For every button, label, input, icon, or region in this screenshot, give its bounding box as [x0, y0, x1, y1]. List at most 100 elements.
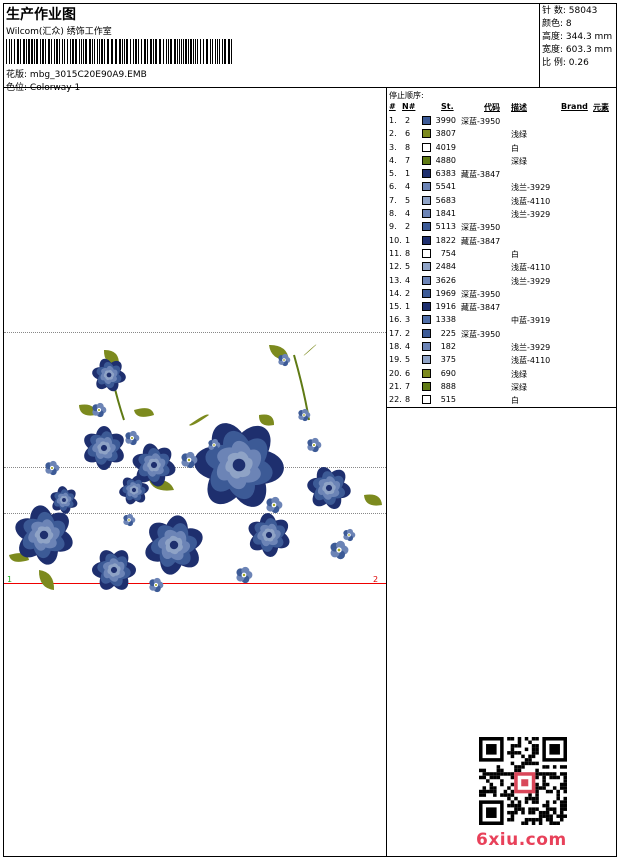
row-stitches: 690 — [440, 368, 456, 378]
row-needle: 2 — [405, 288, 411, 298]
row-needle: 5 — [405, 262, 411, 272]
row-needle: 6 — [405, 129, 411, 139]
sequence-row: 8. 4 1841 浅兰-3929 — [389, 208, 617, 221]
row-code: 藏蓝-3847 — [461, 303, 501, 313]
row-needle: 6 — [405, 368, 411, 378]
row-code: 藏蓝-3847 — [461, 170, 501, 180]
row-description: 白 — [511, 249, 519, 259]
color-swatch — [422, 155, 431, 165]
row-needle: 8 — [405, 142, 411, 152]
row-index: 12. — [389, 262, 402, 272]
row-description: 浅蓝-4110 — [511, 196, 551, 206]
row-index: 6. — [389, 182, 397, 192]
sequence-row: 15. 1 1916 藏蓝-3847 — [389, 301, 617, 314]
col-header-stitches: St. — [441, 102, 454, 111]
row-description: 浅蓝-4110 — [511, 263, 551, 273]
worksheet-frame — [3, 3, 617, 857]
col-header-description: 描述 — [511, 103, 527, 112]
col-header-element: 元素 — [593, 103, 609, 112]
stop-sequence-table: 1. 2 3990 深蓝-3950 2. 6 3807 浅绿 3. 8 4019 白 4. 7 4880 深绿… — [389, 115, 617, 408]
colorway-value: Colorway 1 — [29, 83, 81, 93]
qr-code-icon — [479, 737, 567, 825]
colorway-line: 色位: Colorway 1 — [6, 80, 80, 93]
color-swatch — [422, 116, 431, 125]
row-index: 20. — [389, 368, 402, 378]
stop-sequence-title: 停止顺序: — [389, 91, 424, 100]
row-needle: 2 — [405, 222, 411, 232]
row-needle: 7 — [405, 155, 411, 165]
row-description: 浅蓝-4110 — [511, 356, 551, 366]
row-index: 22. — [389, 395, 402, 405]
row-stitches: 754 — [440, 248, 456, 258]
row-stitches: 6383 — [435, 169, 456, 179]
color-swatch — [422, 222, 431, 232]
sequence-row: 20. 6 690 浅绿 — [389, 368, 617, 381]
row-stitches: 1969 — [435, 288, 456, 298]
row-stitches: 4019 — [435, 142, 456, 152]
company-name: Wilcom(汇众) 绣饰工作室 — [6, 27, 112, 37]
color-swatch — [422, 195, 431, 205]
color-swatch — [422, 315, 431, 325]
color-swatch — [422, 262, 431, 272]
row-stitches: 5541 — [435, 182, 456, 192]
row-description: 深绿 — [511, 156, 527, 166]
sequence-row: 11. 8 754 白 — [389, 248, 617, 261]
row-index: 14. — [389, 288, 402, 298]
row-description: 浅兰-3929 — [511, 210, 551, 220]
sequence-row: 19. 5 375 浅蓝-4110 — [389, 354, 617, 367]
color-swatch — [422, 302, 431, 312]
stat-row: 宽度: 603.3 mm — [542, 45, 613, 55]
row-index: 8. — [389, 209, 397, 219]
color-swatch — [422, 355, 431, 365]
sequence-row: 1. 2 3990 深蓝-3950 — [389, 115, 617, 128]
watermark-logo: 6xiu.com — [476, 830, 567, 850]
row-index: 5. — [389, 169, 397, 179]
row-stitches: 182 — [440, 342, 456, 352]
row-needle: 1 — [405, 302, 411, 312]
row-description: 浅绿 — [511, 369, 527, 379]
guide-line — [4, 467, 386, 468]
design-file-line: 花版: mbg_3015C20E90A9.EMB — [6, 67, 147, 80]
row-index: 3. — [389, 142, 397, 152]
row-index: 19. — [389, 355, 402, 365]
row-description: 浅兰-3929 — [511, 183, 551, 193]
col-header-index: # — [389, 102, 396, 111]
row-needle: 4 — [405, 182, 411, 192]
row-description: 中蓝-3919 — [511, 316, 551, 326]
row-description: 浅兰-3929 — [511, 343, 551, 353]
header-bottom-border — [3, 87, 617, 88]
row-code: 藏蓝-3847 — [461, 236, 501, 246]
row-stitches: 888 — [440, 381, 456, 391]
row-index: 1. — [389, 116, 397, 125]
color-swatch — [422, 169, 431, 179]
barcode-icon — [6, 39, 232, 64]
page-title: 生产作业图 — [6, 7, 76, 23]
sequence-row: 16. 3 1338 中蓝-3919 — [389, 314, 617, 327]
row-index: 18. — [389, 342, 402, 352]
row-index: 15. — [389, 302, 402, 312]
end-marker: 2 — [373, 575, 379, 584]
row-index: 2. — [389, 129, 397, 139]
row-index: 4. — [389, 155, 397, 165]
row-needle: 8 — [405, 248, 411, 258]
row-description: 深绿 — [511, 382, 527, 392]
row-description: 白 — [511, 396, 519, 406]
col-header-brand: Brand — [561, 102, 588, 111]
guide-line — [4, 332, 386, 333]
color-swatch — [422, 381, 431, 391]
col-header-code: 代码 — [484, 103, 500, 112]
row-description: 浅绿 — [511, 130, 527, 140]
sequence-row: 18. 4 182 浅兰-3929 — [389, 341, 617, 354]
sequence-row: 21. 7 888 深绿 — [389, 381, 617, 394]
sequence-row: 9. 2 5113 深蓝-3950 — [389, 221, 617, 234]
sequence-row: 4. 7 4880 深绿 — [389, 155, 617, 168]
sequence-row: 13. 4 3626 浅兰-3929 — [389, 275, 617, 288]
baseline-red — [4, 583, 386, 584]
color-swatch — [422, 275, 431, 285]
row-stitches: 5683 — [435, 195, 456, 205]
row-stitches: 2484 — [435, 262, 456, 272]
color-swatch — [422, 235, 431, 245]
row-needle: 3 — [405, 315, 411, 325]
sequence-row: 22. 8 515 白 — [389, 394, 617, 407]
row-description: 白 — [511, 143, 519, 153]
